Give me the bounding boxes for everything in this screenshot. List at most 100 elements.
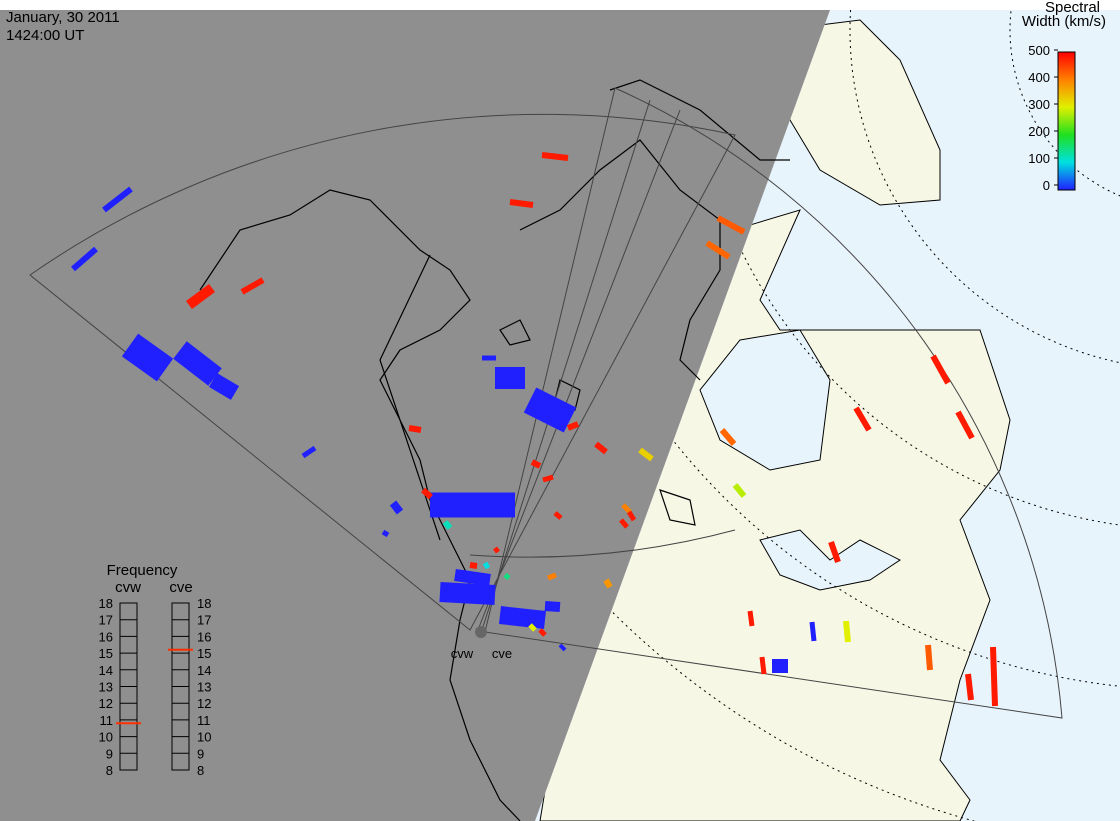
frequency-tick-label: 8 bbox=[197, 763, 204, 778]
frequency-title: Frequency bbox=[107, 562, 178, 579]
frequency-tick-label: 17 bbox=[197, 613, 211, 628]
echo-cell bbox=[523, 387, 577, 433]
echo-cell bbox=[705, 240, 731, 260]
colorbar-tick-label: 100 bbox=[1028, 151, 1050, 166]
colorbar-title: Spectral bbox=[1045, 0, 1100, 16]
night-side bbox=[0, 10, 830, 821]
frequency-tick-label: 10 bbox=[197, 730, 211, 745]
echo-cell bbox=[553, 511, 563, 520]
colorbar-tick-label: 300 bbox=[1028, 97, 1050, 112]
echo-cell bbox=[493, 546, 500, 554]
frequency-tick-label: 18 bbox=[99, 596, 113, 611]
echo-cell bbox=[408, 425, 422, 433]
colorbar-gradient bbox=[1057, 51, 1076, 191]
echo-cell bbox=[732, 483, 747, 498]
echo-cell bbox=[558, 643, 567, 652]
time: 1424:00 UT bbox=[6, 27, 84, 44]
echo-cell bbox=[240, 277, 265, 295]
colorbar-tick-label: 400 bbox=[1028, 70, 1050, 85]
echo-cell bbox=[503, 573, 511, 580]
echo-cell bbox=[71, 246, 98, 272]
echo-cell bbox=[121, 333, 174, 382]
echo-cell bbox=[442, 520, 453, 530]
echo-cell bbox=[719, 428, 737, 446]
frequency-tick-label: 15 bbox=[197, 646, 211, 661]
echo-cell bbox=[102, 186, 133, 213]
echo-cell bbox=[389, 500, 404, 515]
frequency-tick-label: 13 bbox=[99, 680, 113, 695]
echo-cell bbox=[955, 410, 975, 440]
echo-cell bbox=[626, 510, 637, 522]
frequency-tick-label: 15 bbox=[99, 646, 113, 661]
echo-cell bbox=[759, 656, 767, 675]
echo-cell bbox=[454, 569, 491, 586]
echo-cell bbox=[603, 578, 613, 589]
echoes bbox=[71, 152, 998, 707]
echo-cell bbox=[173, 341, 222, 386]
frequency-tick-label: 16 bbox=[99, 629, 113, 644]
echo-cell bbox=[566, 421, 580, 431]
echo-cell bbox=[469, 562, 478, 569]
echo-cell bbox=[541, 152, 569, 161]
frequency-tick-label: 14 bbox=[99, 663, 113, 678]
colorbar: Spectral Width (km/s) 0 100 200 300 400 500 bbox=[1022, 0, 1106, 193]
echo-cell bbox=[509, 199, 534, 208]
frequency-tick-label: 11 bbox=[100, 713, 114, 728]
radar-label: cve bbox=[492, 646, 512, 661]
echo-cell bbox=[439, 582, 496, 605]
radar-site bbox=[475, 626, 487, 638]
echo-cell bbox=[538, 628, 547, 637]
echo-cell bbox=[499, 606, 546, 629]
echo-cell bbox=[809, 621, 817, 642]
echo-cell bbox=[482, 561, 491, 570]
echo-cell bbox=[421, 487, 433, 500]
coastlines bbox=[199, 79, 790, 821]
frequency-tick-label: 12 bbox=[99, 696, 113, 711]
frequency-tick-label: 9 bbox=[106, 746, 113, 761]
echo-cell bbox=[747, 610, 755, 627]
frequency-tick-label: 16 bbox=[197, 629, 211, 644]
echo-cell bbox=[853, 406, 872, 432]
frequency-tick-label: 18 bbox=[197, 596, 211, 611]
echo-cell bbox=[542, 474, 554, 483]
date: January, 30 2011 bbox=[6, 9, 120, 26]
frequency-tick-label: 9 bbox=[197, 746, 204, 761]
echo-cell bbox=[990, 646, 998, 707]
echo-cell bbox=[843, 620, 851, 643]
colorbar-tick-label: 500 bbox=[1028, 43, 1050, 58]
frequency-tick-label: 11 bbox=[197, 713, 211, 728]
echo-cell bbox=[828, 541, 841, 563]
frequency-tick-label: 14 bbox=[197, 663, 211, 678]
echo-cell bbox=[930, 354, 951, 385]
frequency-tick-label: 12 bbox=[197, 696, 211, 711]
colorbar-tick-label: 0 bbox=[1043, 178, 1050, 193]
radar-name: cve bbox=[169, 579, 192, 596]
frequency-tick-label: 10 bbox=[99, 730, 113, 745]
colorbar-tick-label: 200 bbox=[1028, 124, 1050, 139]
echo-cell bbox=[925, 644, 933, 671]
echo-cell bbox=[186, 283, 215, 310]
echo-cell bbox=[547, 572, 557, 581]
colorbar-title: Width (km/s) bbox=[1022, 13, 1106, 30]
radar-label: cvw bbox=[451, 646, 474, 661]
echo-cell bbox=[528, 623, 537, 632]
echo-cell bbox=[594, 441, 608, 455]
echo-cell bbox=[638, 447, 654, 462]
radar-name: cvw bbox=[115, 579, 141, 596]
echo-cell bbox=[530, 459, 542, 469]
echo-cell bbox=[381, 529, 390, 538]
echo-cell bbox=[544, 601, 561, 612]
echo-cell bbox=[965, 673, 974, 701]
echo-cell bbox=[301, 445, 317, 459]
frequency-tick-label: 13 bbox=[197, 680, 211, 695]
fields-of-view bbox=[29, 87, 1063, 719]
frequency-tick-label: 17 bbox=[99, 613, 113, 628]
echo-cell bbox=[621, 503, 632, 514]
echo-cell bbox=[619, 518, 629, 529]
echo-cell bbox=[208, 373, 240, 400]
echo-cell bbox=[716, 215, 746, 235]
frequency-tick-label: 8 bbox=[106, 763, 113, 778]
